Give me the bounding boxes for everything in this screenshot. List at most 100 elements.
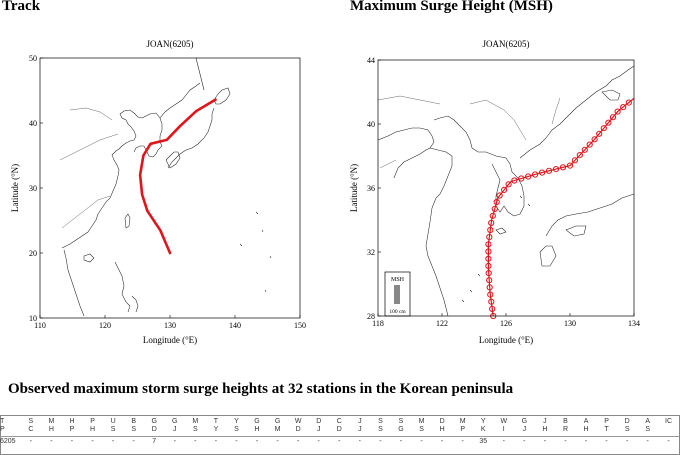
table-data-row: 6205- - - - - -7- - - - - - - - - - - - - - -35- - - - - - - - - — [0, 436, 679, 446]
surge-track-point — [559, 164, 567, 171]
station-header-top: B — [131, 418, 136, 425]
x-tick-label: 122 — [436, 319, 448, 328]
surge-track-point — [501, 186, 508, 193]
station-header-top: Y — [234, 418, 239, 425]
track-map-ylabel: Latitude (°N) — [10, 164, 20, 212]
x-tick-label: 134 — [628, 319, 640, 328]
y-tick-label: 32 — [367, 248, 375, 257]
station-header-top: C — [336, 418, 342, 425]
station-header-top: S — [378, 418, 383, 425]
x-tick-label: 130 — [564, 319, 576, 328]
station-header-bottom: S — [645, 426, 651, 433]
observed-heading: Observed maximum storm surge heights at … — [8, 381, 514, 397]
track-map-y-ticks: 10 20 30 40 50 — [29, 54, 43, 323]
y-tick-label: 40 — [367, 120, 375, 129]
station-header-top: G — [172, 418, 178, 425]
x-tick-label: 150 — [294, 321, 306, 330]
surge-track-point — [600, 125, 607, 132]
station-header-bottom: H — [254, 426, 260, 433]
surge-track-point — [576, 152, 583, 159]
surge-track-point — [545, 167, 553, 174]
surge-track-point — [486, 277, 493, 284]
surge-value-cell: - — [205, 436, 227, 446]
surge-value-cell: - — [267, 436, 288, 446]
surge-track-point — [505, 181, 512, 188]
msh-map-ylabel: Latitude (°N) — [349, 164, 359, 212]
msh-legend-title: MSH — [391, 277, 405, 283]
msh-legend-bar — [394, 285, 400, 304]
station-header-top: A — [583, 418, 589, 425]
surge-track-point — [614, 108, 621, 115]
table-header-row-top: T S M H P U B G G M T Y G G W D C J S S M D M Y W G J B A P D A IC — [0, 415, 679, 426]
surge-track-point — [487, 226, 494, 234]
msh-legend: MSH 100 cm — [384, 271, 411, 317]
station-header-top: T — [213, 418, 219, 425]
station-header-top: M — [418, 418, 425, 425]
msh-map-land — [377, 65, 635, 317]
station-header-bottom: G — [398, 426, 404, 433]
msh-map-x-ticks: 118 122 126 130 134 — [372, 313, 640, 328]
surge-track-line — [487, 97, 635, 317]
surge-value-cell: - — [534, 436, 556, 446]
track-map-land — [59, 57, 272, 317]
surge-value-cell: - — [370, 436, 391, 446]
station-header-bottom: S — [110, 426, 116, 433]
surge-value-cell: - — [185, 436, 206, 446]
station-header-top: W — [500, 418, 508, 425]
station-header-bottom: P — [0, 426, 5, 433]
station-header-top: H — [69, 418, 75, 425]
y-tick-label: 30 — [29, 184, 37, 193]
surge-track-point — [605, 119, 612, 126]
x-tick-label: 110 — [34, 321, 46, 330]
station-header-top: J — [543, 418, 547, 425]
surge-value-cell: 7 — [143, 436, 165, 446]
surge-value-cell: - — [20, 436, 42, 446]
station-header-top: M — [192, 418, 199, 425]
surge-value-cell: - — [637, 436, 658, 446]
station-header-top: Y — [480, 418, 486, 425]
station-header-top: S — [398, 418, 404, 425]
track-map-frame — [39, 57, 301, 319]
surge-value-cell: - — [287, 436, 309, 446]
surge-track-point — [511, 177, 518, 184]
surge-value-cell: - — [226, 436, 247, 446]
surge-value-cell: - — [575, 436, 597, 446]
track-map-xlabel: Longitude (°E) — [143, 335, 197, 345]
station-header-bottom: P — [69, 426, 75, 433]
station-header-bottom: I — [502, 426, 505, 433]
surge-value-cell: - — [308, 436, 329, 446]
station-header-bottom: T — [604, 426, 609, 433]
station-header-top: P — [90, 418, 95, 425]
station-header-bottom: K — [480, 426, 486, 433]
station-header-bottom: S — [624, 426, 630, 433]
surge-track-point — [609, 114, 617, 121]
surge-value-cell: - — [349, 436, 371, 446]
y-tick-label: 50 — [29, 54, 37, 63]
y-tick-label: 44 — [367, 56, 375, 65]
surge-track-point — [491, 205, 498, 212]
station-header-bottom: J — [173, 426, 177, 433]
station-header-top: A — [645, 418, 651, 425]
station-header-bottom — [658, 426, 679, 437]
station-header-bottom: D — [295, 426, 301, 433]
station-header-bottom: H — [90, 426, 96, 433]
station-header-bottom: Y — [213, 426, 219, 433]
surge-track-point — [489, 305, 496, 312]
station-header-bottom: R — [562, 426, 568, 433]
station-header-bottom: H — [542, 426, 548, 433]
x-tick-label: 140 — [229, 321, 241, 330]
surge-value-cell: - — [596, 436, 617, 446]
surge-track-point — [581, 146, 588, 153]
x-tick-label: 118 — [372, 319, 384, 328]
msh-map-title: JOAN(6205) — [483, 39, 530, 49]
station-header-top: J — [358, 418, 362, 425]
surge-value-cell: - — [329, 436, 350, 446]
station-header-bottom: H — [439, 426, 445, 433]
surge-value-cell: - — [431, 436, 453, 446]
surge-track-point — [625, 99, 632, 106]
y-tick-label: 40 — [29, 119, 37, 128]
station-header-bottom: S — [419, 426, 424, 433]
station-header-bottom: P — [460, 426, 465, 433]
